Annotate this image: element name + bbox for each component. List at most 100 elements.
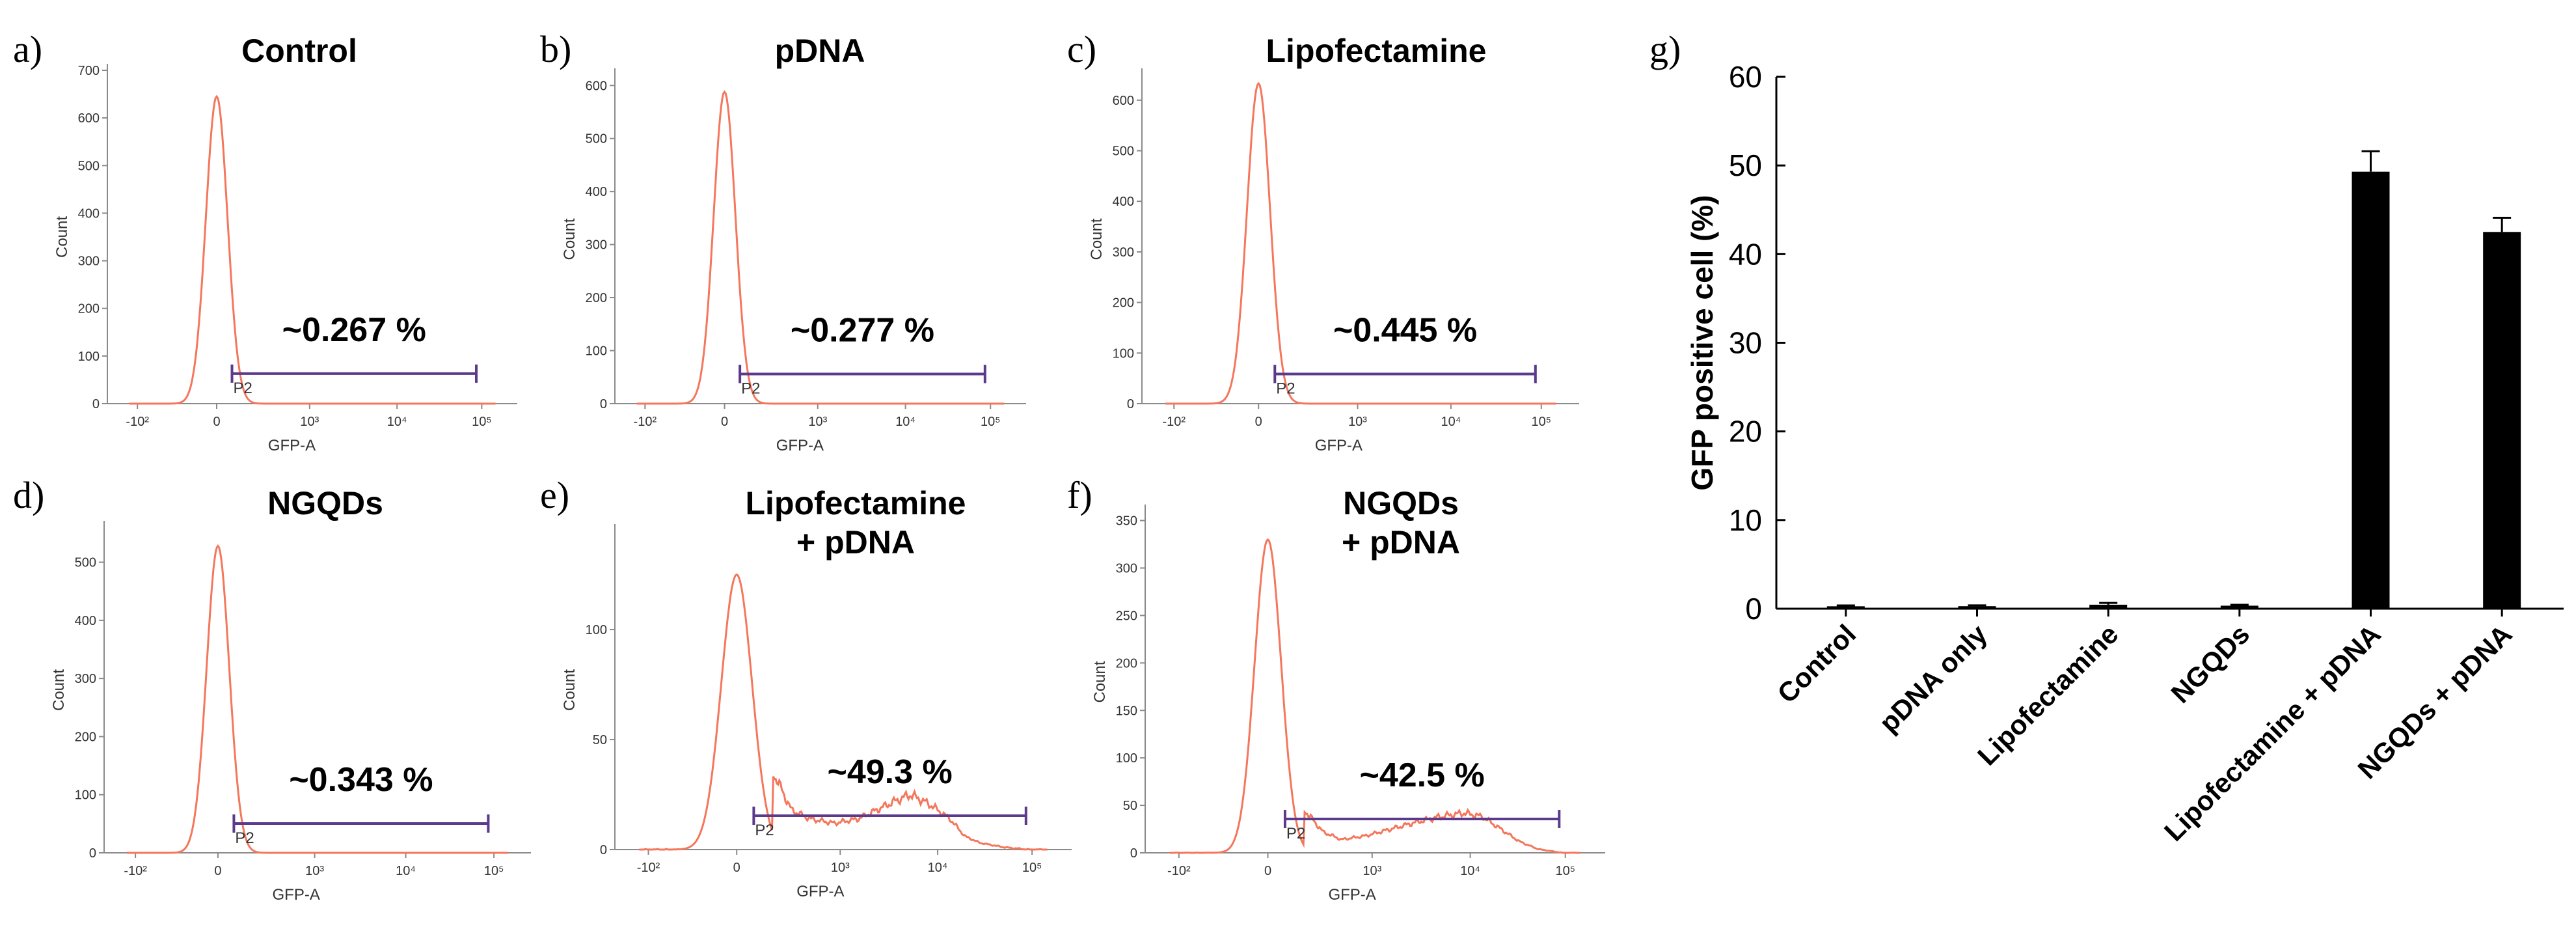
bar-chart: g) 0 10 20 30 40 50 60 GFP positive cell (%) Cont…: [1649, 28, 2564, 847]
y-tick-label: 200: [75, 730, 96, 744]
y-tick-label: 200: [586, 291, 607, 305]
x-axis-label: GFP-A: [776, 437, 824, 454]
histogram-panel-5: e) Lipofectamine+ pDNA 0 50 100 -10² 0 10³ 10⁴ 10…: [540, 474, 1072, 900]
y-tick-label: 200: [78, 302, 100, 316]
x-tick-label: 10⁵: [1531, 415, 1551, 429]
y-tick-label: 100: [78, 350, 100, 364]
bar: [2352, 171, 2390, 609]
panel-letter: f): [1067, 474, 1092, 516]
x-tick-label: 10³: [831, 861, 850, 875]
histogram-curve: [1169, 538, 1581, 854]
panel-title: + pDNA: [796, 524, 915, 561]
y-tick-label: 30: [1729, 326, 1762, 360]
x-tick-label: 10³: [300, 415, 319, 429]
panel-letter: a): [13, 28, 42, 70]
y-tick-label: 100: [1116, 751, 1137, 766]
y-tick-label: 20: [1729, 415, 1762, 449]
y-tick-label: 100: [75, 788, 96, 803]
y-tick-label: 40: [1729, 237, 1762, 271]
panel-title: NGQDs: [267, 485, 383, 521]
x-tick-label: 10³: [305, 864, 324, 878]
category-label: NGQDs: [2165, 618, 2255, 709]
y-axis-label: Count: [1091, 661, 1109, 702]
x-tick-label: 10⁵: [981, 415, 1001, 429]
y-tick-label: 0: [1745, 592, 1762, 626]
y-axis-label: Count: [1088, 218, 1105, 260]
histogram-curve: [129, 94, 496, 405]
y-tick-label: 600: [1113, 94, 1134, 108]
histogram-panel-4: d) NGQDs 0 100 200 300 400 500 -10² 0 10³ 10⁴ 10⁵ GFP…: [13, 474, 531, 904]
x-tick-label: 0: [721, 415, 728, 429]
x-axis-label: GFP-A: [1328, 886, 1376, 904]
x-tick-label: 0: [733, 861, 740, 875]
y-tick-label: 100: [586, 623, 607, 637]
y-tick-label: 500: [1113, 145, 1134, 159]
x-tick-label: 10⁵: [484, 864, 504, 878]
x-tick-label: 10⁴: [396, 864, 416, 878]
category-label: pDNA only: [1873, 618, 1993, 738]
y-tick-label: 0: [89, 846, 96, 861]
y-tick-label: 500: [586, 132, 607, 146]
x-tick-label: 10³: [1348, 415, 1367, 429]
y-tick-label: 600: [78, 111, 100, 126]
x-tick-label: 10⁴: [895, 415, 915, 429]
x-tick-label: -10²: [1162, 415, 1186, 429]
y-tick-label: 400: [78, 206, 100, 221]
y-tick-label: 50: [1729, 148, 1762, 182]
y-axis-label: Count: [50, 669, 68, 711]
panel-title: pDNA: [775, 33, 865, 69]
y-tick-label: 60: [1729, 60, 1762, 94]
gate-label: P2: [235, 829, 254, 847]
y-tick-label: 50: [1123, 799, 1137, 813]
x-tick-label: 10⁴: [1460, 864, 1480, 878]
x-tick-label: 0: [1255, 415, 1262, 429]
y-tick-label: 300: [1116, 562, 1137, 576]
panel-title: Control: [241, 33, 357, 69]
x-tick-label: 10⁵: [1022, 861, 1042, 875]
histogram-panel-2: b) pDNA 0 100 200 300 400 500 600 -10² 0 10³ 10⁴ 10⁵ G…: [540, 28, 1026, 454]
panel-letter: d): [13, 474, 44, 516]
bar: [2483, 232, 2521, 609]
y-axis-label: GFP positive cell (%): [1685, 195, 1719, 490]
panel-letter: b): [540, 28, 571, 70]
gate-label: P2: [755, 822, 774, 839]
y-tick-label: 500: [75, 556, 96, 570]
panel-title: NGQDs: [1343, 485, 1459, 521]
histogram-curve: [639, 573, 1048, 851]
panel-title: Lipofectamine: [1266, 33, 1487, 69]
x-tick-label: -10²: [126, 415, 149, 429]
panel-letter: g): [1649, 28, 1681, 70]
y-tick-label: 600: [586, 79, 607, 93]
y-tick-label: 300: [75, 672, 96, 686]
bar: [2220, 605, 2258, 609]
y-tick-label: 10: [1729, 503, 1762, 537]
x-tick-label: 10³: [1363, 864, 1381, 878]
y-tick-label: 300: [586, 238, 607, 253]
x-axis-label: GFP-A: [273, 886, 320, 904]
y-tick-label: 400: [586, 185, 607, 199]
x-tick-label: 10⁴: [387, 415, 407, 429]
gate-percent-label: ~0.445 %: [1333, 312, 1477, 350]
bar: [2089, 604, 2128, 609]
x-tick-label: 10⁵: [1555, 864, 1575, 878]
x-tick-label: 0: [214, 864, 221, 878]
x-tick-label: -10²: [634, 415, 657, 429]
y-tick-label: 0: [600, 843, 607, 857]
x-tick-label: -10²: [124, 864, 147, 878]
y-tick-label: 300: [1113, 245, 1134, 260]
gate-percent-label: ~49.3 %: [827, 753, 952, 791]
y-tick-label: 150: [1116, 704, 1137, 718]
gate-percent-label: ~0.267 %: [282, 311, 426, 349]
y-tick-label: 500: [78, 159, 100, 173]
panel-letter: c): [1067, 28, 1096, 70]
x-axis-label: GFP-A: [796, 883, 844, 900]
gate-percent-label: ~0.277 %: [791, 312, 934, 350]
y-axis-label: Count: [561, 218, 578, 260]
y-tick-label: 400: [75, 614, 96, 628]
x-tick-label: -10²: [637, 861, 660, 875]
y-tick-label: 250: [1116, 609, 1137, 623]
histogram-panel-6: f) NGQDs+ pDNA 0 50 100 150 200 250 300 350 -10² 0 1…: [1067, 474, 1605, 904]
gate-label: P2: [1276, 380, 1295, 398]
y-tick-label: 0: [600, 397, 607, 411]
